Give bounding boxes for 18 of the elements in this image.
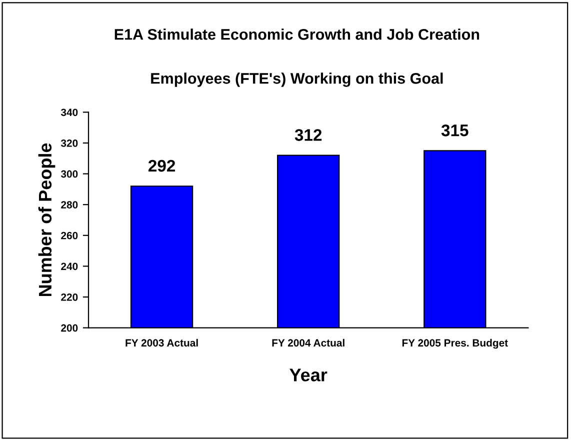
data-label: 292 (148, 160, 176, 172)
y-tick-label: 340 (60, 108, 78, 116)
y-tick-label: 260 (61, 232, 78, 240)
data-label: 312 (294, 129, 322, 141)
x-axis-title: Year (290, 368, 328, 382)
y-tick-label: 220 (61, 294, 78, 301)
y-tick-label: 280 (61, 201, 78, 208)
x-tick-label: FY 2004 Actual (272, 338, 344, 347)
y-tick-label: 320 (60, 140, 78, 147)
data-label: 315 (441, 124, 468, 136)
chart-subtitle: Employees (FTE's) Working on this Goal (151, 72, 443, 87)
y-axis-title: Number of People (38, 143, 56, 296)
y-tick-label: 300 (60, 170, 78, 178)
x-tick-label: FY 2005 Pres. Budget (402, 338, 508, 349)
y-tick-label: 240 (61, 262, 78, 270)
chart-title: E1A Stimulate Economic Growth and Job Creation (114, 28, 480, 40)
x-tick-label: FY 2003 Actual (126, 338, 198, 347)
y-tick-label: 200 (61, 324, 78, 332)
